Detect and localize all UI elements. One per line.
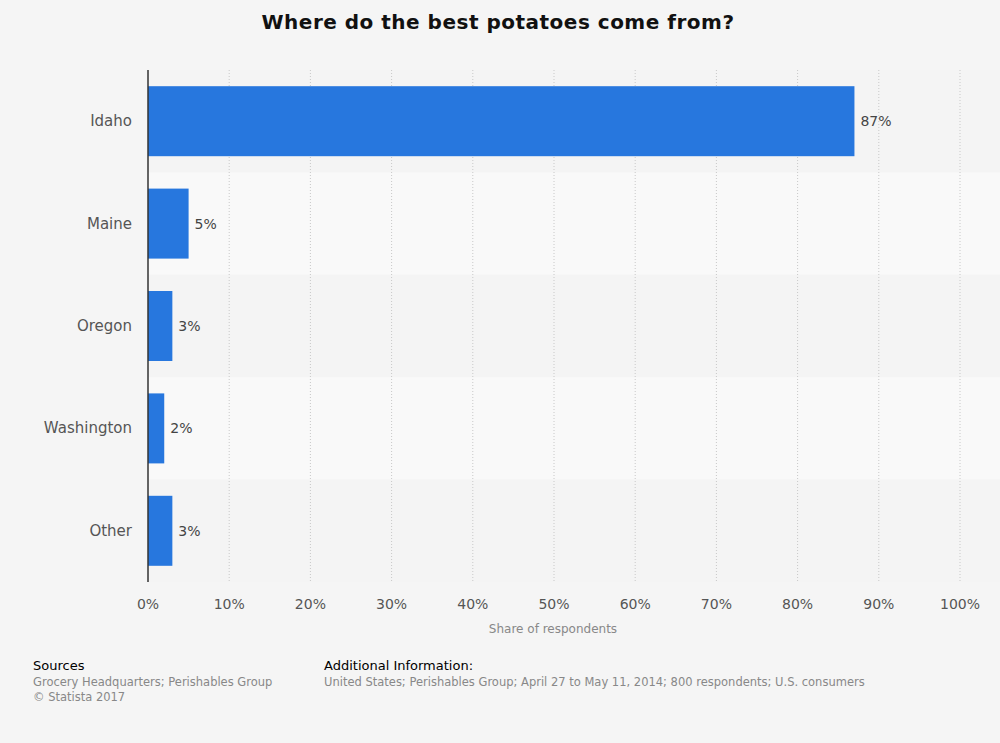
title: Where do the best potatoes come from?	[262, 10, 735, 34]
sources-heading: Sources	[33, 658, 85, 673]
info-heading: Additional Information:	[324, 658, 473, 673]
bar	[148, 291, 172, 361]
bars	[148, 86, 854, 566]
tick-label: 50%	[538, 596, 569, 612]
data-label: 5%	[195, 216, 217, 232]
tick-label: 100%	[940, 596, 980, 612]
axis-line	[147, 70, 149, 582]
grid-line	[960, 70, 961, 582]
data-label: 87%	[860, 113, 891, 129]
category-label: Maine	[87, 215, 132, 233]
data-label: 3%	[178, 523, 200, 539]
category-label: Oregon	[77, 317, 132, 335]
tick-label: 40%	[457, 596, 488, 612]
bar	[148, 496, 172, 566]
row-stripe	[148, 275, 1000, 377]
row-stripe	[148, 480, 1000, 582]
row-stripe	[148, 172, 1000, 274]
info: United States; Perishables Group; April …	[324, 675, 865, 689]
chart: Where do the best potatoes come from? 0% 1…	[0, 0, 1000, 743]
background	[0, 0, 1000, 743]
source: © Statista 2017	[33, 690, 125, 704]
bar	[148, 393, 164, 463]
tick-label: 70%	[701, 596, 732, 612]
category-label: Other	[89, 522, 132, 540]
tick-label: 30%	[376, 596, 407, 612]
data-label: 3%	[178, 318, 200, 334]
category-label: Idaho	[90, 112, 132, 130]
tick-label: 90%	[863, 596, 894, 612]
grid-line	[878, 70, 879, 582]
category-label: Washington	[44, 419, 132, 437]
data-label: 2%	[170, 420, 192, 436]
bar	[148, 189, 189, 259]
axis-title: Share of respondents	[489, 622, 617, 636]
bar	[148, 86, 854, 156]
tick-label: 10%	[214, 596, 245, 612]
tick-label: 20%	[295, 596, 326, 612]
row-stripe	[148, 377, 1000, 479]
tick-label: 60%	[620, 596, 651, 612]
tick-label: 80%	[782, 596, 813, 612]
tick-label: 0%	[137, 596, 159, 612]
row-stripe	[148, 70, 1000, 172]
source: Grocery Headquarters; Perishables Group	[33, 675, 272, 689]
